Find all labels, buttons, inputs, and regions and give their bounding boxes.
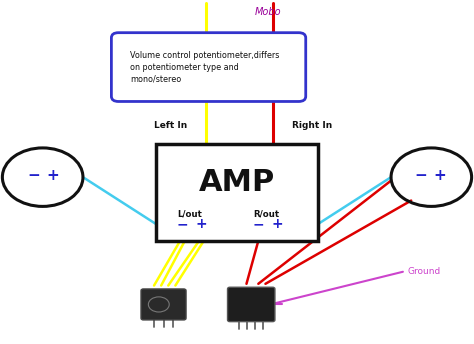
Text: +: + xyxy=(196,217,207,231)
Text: −: − xyxy=(28,168,40,183)
FancyBboxPatch shape xyxy=(228,287,275,322)
Text: AMP: AMP xyxy=(199,168,275,197)
Text: +: + xyxy=(47,168,59,183)
Text: −: − xyxy=(253,217,264,231)
Text: −: − xyxy=(415,168,427,183)
Text: Right In: Right In xyxy=(292,121,332,130)
Text: +: + xyxy=(272,217,283,231)
FancyBboxPatch shape xyxy=(111,33,306,101)
Text: +: + xyxy=(434,168,446,183)
Text: Left In: Left In xyxy=(154,121,187,130)
Text: Volume control potentiometer,differs
on potentiometer type and
mono/stereo: Volume control potentiometer,differs on … xyxy=(130,51,280,83)
Text: R/out: R/out xyxy=(254,209,280,218)
FancyBboxPatch shape xyxy=(141,289,186,320)
Text: −: − xyxy=(177,217,188,231)
Bar xyxy=(156,144,318,241)
Text: L/out: L/out xyxy=(178,209,202,218)
Text: Mobo: Mobo xyxy=(255,7,281,17)
Text: Ground: Ground xyxy=(408,267,441,276)
